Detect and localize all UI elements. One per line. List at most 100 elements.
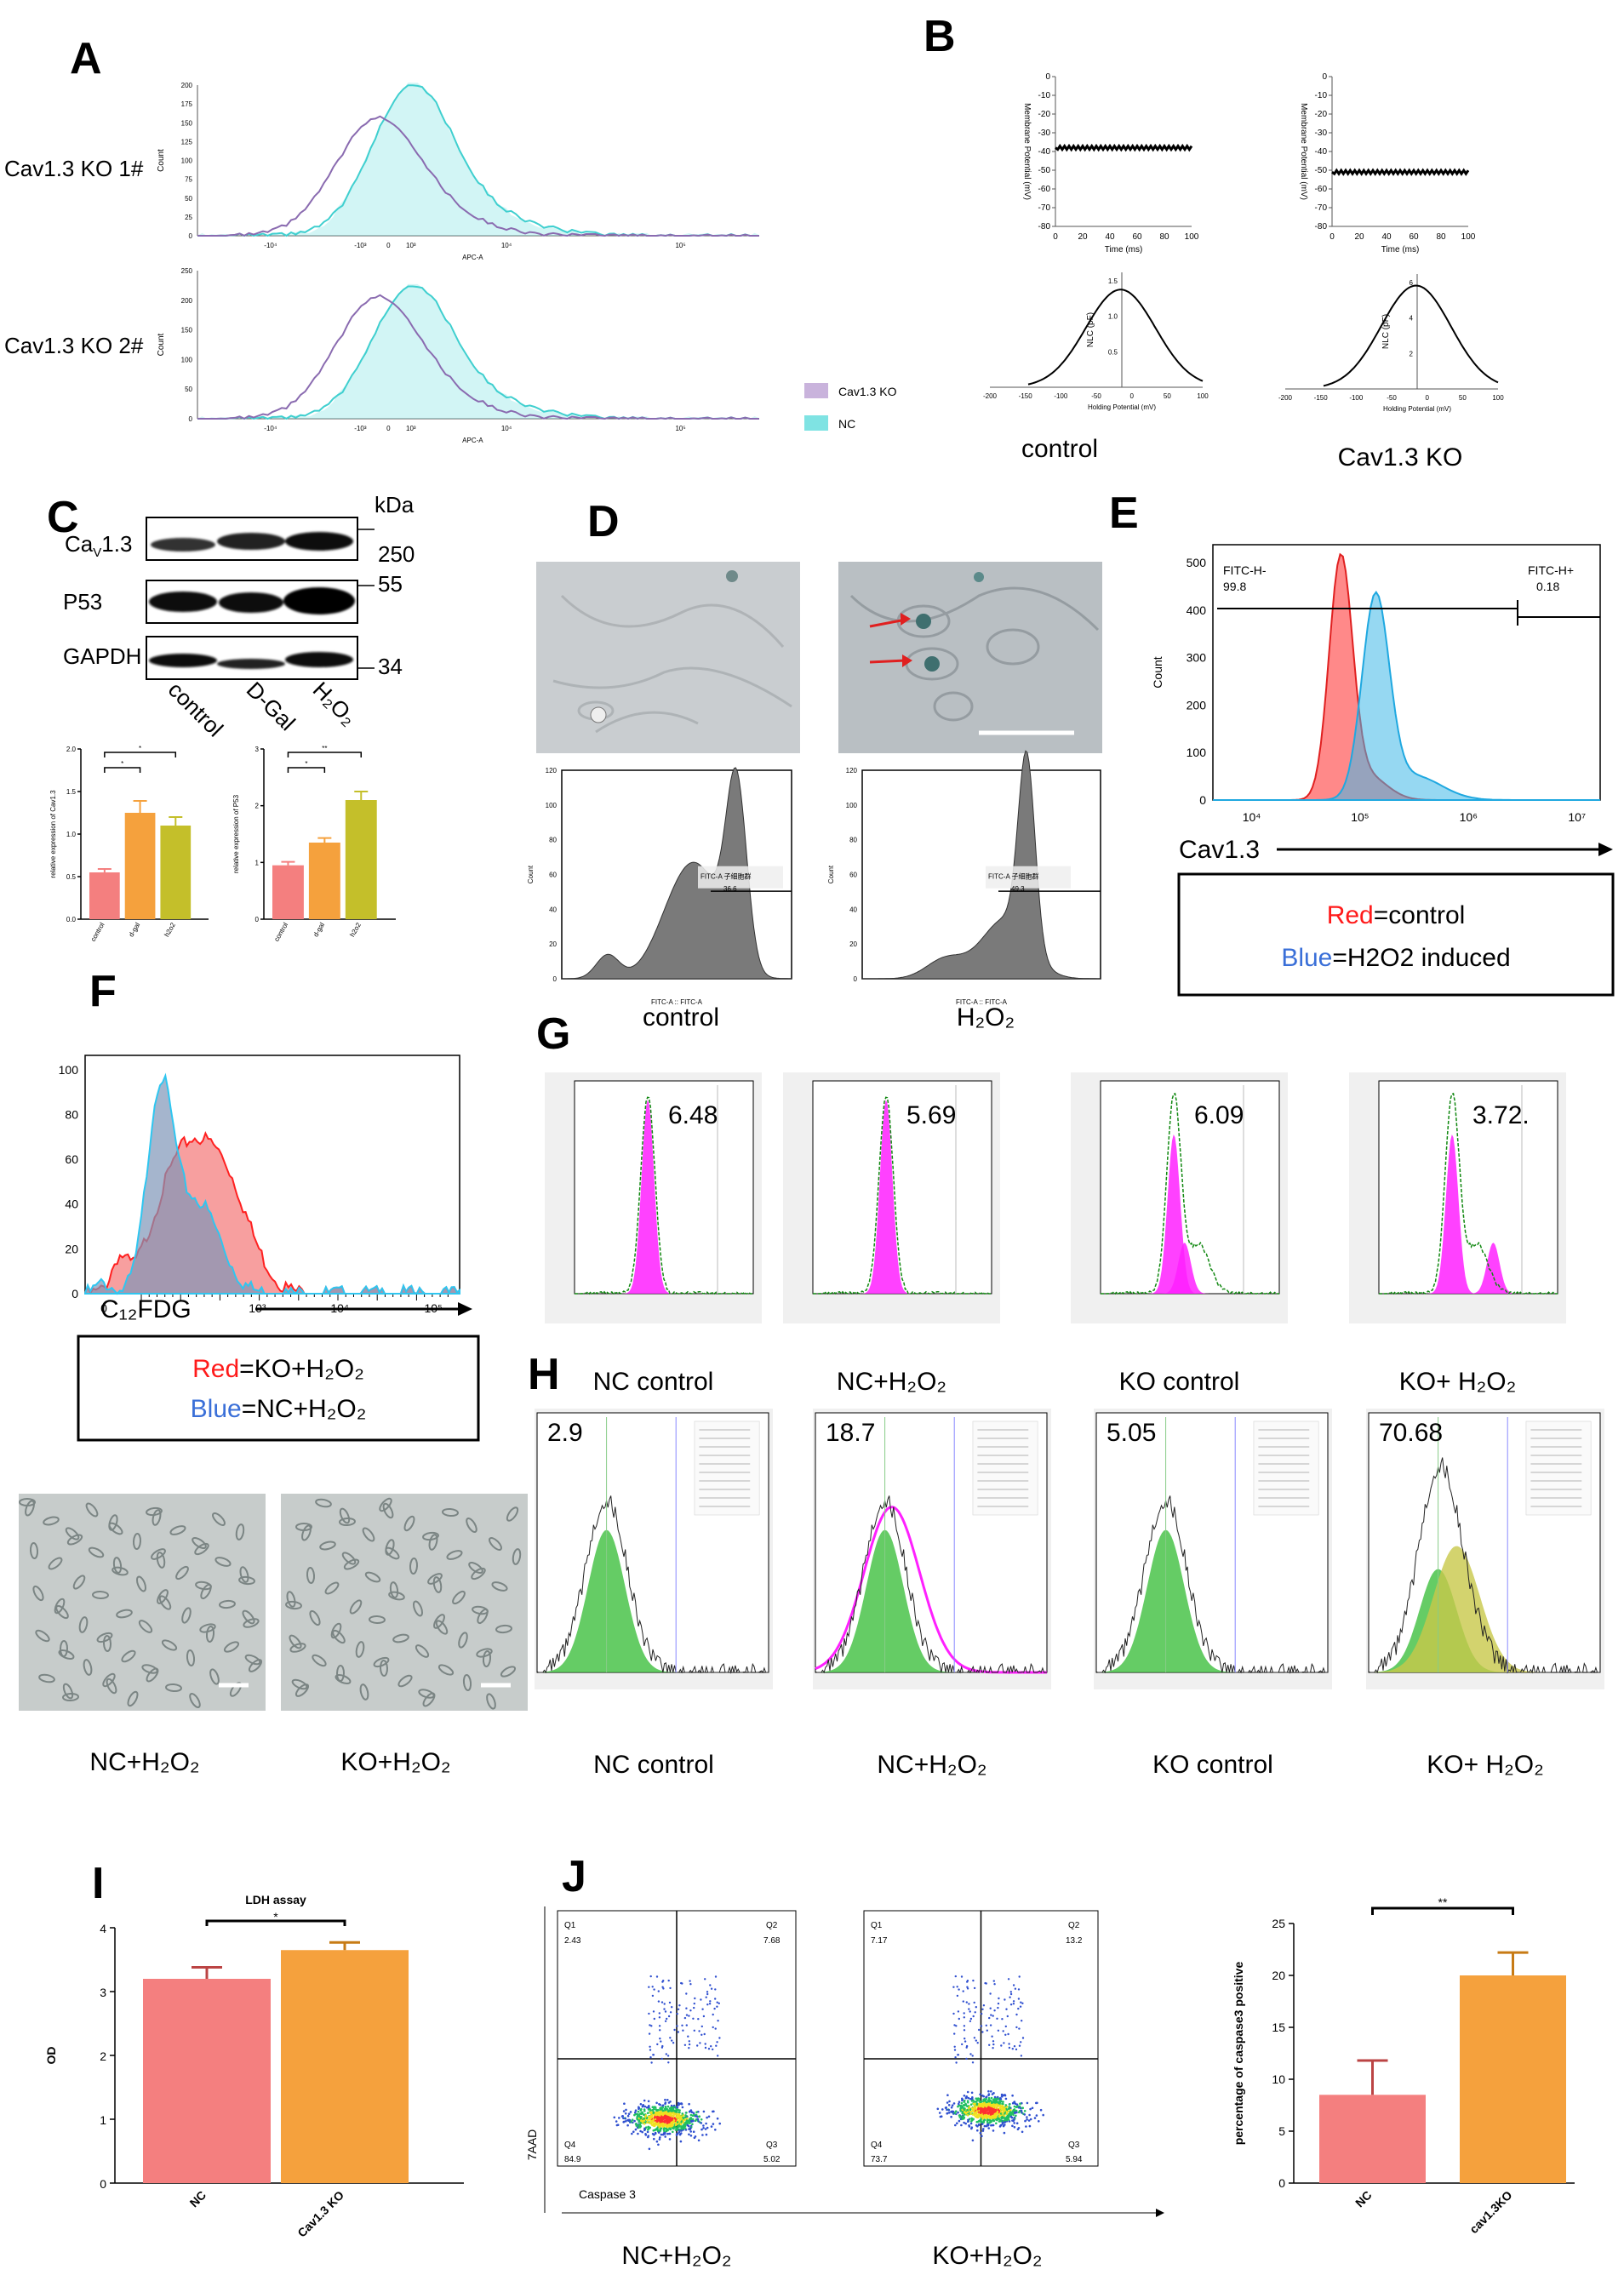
a-ytick: 175 [181, 100, 193, 108]
j-dot [970, 2091, 974, 2095]
j-dot-sparse [693, 2029, 695, 2032]
a-xtick: 10³ [406, 425, 416, 432]
j-dot-sparse [710, 1987, 713, 1990]
f-cell [309, 1609, 321, 1626]
j-dot [666, 2125, 669, 2129]
j-dot-sparse [953, 2032, 956, 2035]
band-cav-2 [217, 533, 285, 550]
j-dot-sparse [1017, 1988, 1021, 1991]
j-dot [1029, 2118, 1032, 2121]
j-dot [961, 2105, 964, 2108]
b-top-ytick: -60 [1038, 185, 1051, 194]
d-gate-label: FITC-A 子细胞群 [700, 872, 752, 880]
j-dot [644, 2133, 647, 2135]
f-xlabel: C₁₂FDG [100, 1295, 192, 1323]
j-dot [669, 2101, 672, 2103]
b-bot-xtick: -50 [1387, 394, 1397, 402]
j-dot [987, 2127, 990, 2129]
f-cell [382, 1502, 394, 1519]
j-dot [640, 2107, 643, 2111]
f-cell [121, 1649, 136, 1663]
f-cell [58, 1649, 75, 1661]
b-bot-ytick: 2 [1410, 350, 1414, 357]
e-xtick: 10⁵ [1351, 810, 1369, 824]
f-cell [209, 1668, 220, 1685]
f-cell [132, 1533, 142, 1550]
j-bar-xtick: NC [1352, 2188, 1375, 2210]
j-dot [981, 2135, 983, 2138]
j-dot [1023, 2110, 1026, 2112]
h-value: 5.05 [1106, 1419, 1156, 1447]
b-bot-ytick: 1.5 [1108, 277, 1118, 285]
j-dot [979, 2101, 981, 2103]
f-cell [205, 1626, 215, 1643]
b-top-ytick: -10 [1315, 91, 1328, 100]
h-raw-trace [1095, 1495, 1328, 1674]
j-dot [629, 2111, 632, 2113]
j-dot [958, 2101, 961, 2103]
d-ytick: 40 [849, 906, 857, 913]
j-dot [691, 2118, 695, 2121]
j-q3v: 5.02 [763, 2155, 781, 2164]
j-dot-sparse [669, 2011, 672, 2014]
j-q4: Q4 [564, 2141, 576, 2150]
j-dot [938, 2112, 941, 2114]
j-dot [690, 2111, 694, 2113]
e-blue-hist [1213, 591, 1600, 801]
j-dot-sparse [1021, 2037, 1025, 2039]
j-dot-sparse [659, 2038, 661, 2040]
j-dot-sparse [709, 1984, 712, 1986]
j-dot [984, 2106, 986, 2110]
j-dot [970, 2126, 974, 2129]
j-dot-sparse [700, 1998, 702, 2001]
f-cell [435, 1620, 449, 1635]
b-bot-xtick: 0 [1425, 394, 1429, 402]
j-dot-sparse [648, 2032, 651, 2035]
j-dot [639, 2103, 643, 2106]
j-dot-sparse [993, 2009, 996, 2012]
j-dot-sparse [997, 2029, 1000, 2032]
blot-row-gapdh: GAPDH [63, 643, 141, 669]
f-cell [437, 1664, 455, 1676]
f-cell [32, 1585, 44, 1602]
panel-f-micrographs [19, 1494, 528, 1711]
j-dot-sparse [1007, 1978, 1010, 1981]
j-dot [670, 2125, 673, 2128]
j-dot [666, 2099, 669, 2101]
j-dot [1001, 2116, 1004, 2119]
j-dot-sparse [980, 2025, 983, 2027]
j-dot-sparse [652, 2010, 655, 2013]
j-dot-sparse [1005, 2008, 1008, 2010]
j-dot [1000, 2100, 1003, 2103]
h-stats-box [972, 1420, 1038, 1516]
j-dot-sparse [996, 2017, 998, 2020]
a-nc-fill [197, 83, 759, 236]
b-top-xtick: 20 [1354, 232, 1364, 242]
j-dot [656, 2117, 659, 2120]
i-xtick: Cav1.3 KO [294, 2188, 346, 2240]
j-dot-sparse [971, 2061, 975, 2064]
j-dot [1033, 2117, 1037, 2119]
a-ytick: 50 [185, 195, 192, 203]
j-dot [689, 2130, 692, 2133]
j-dot [712, 2110, 714, 2113]
j-dot [692, 2112, 695, 2114]
j-dot [625, 2120, 627, 2123]
j-dot [700, 2128, 703, 2131]
b-top-xtick: 0 [1330, 232, 1335, 242]
f-cell [332, 1629, 346, 1644]
j-bar-ytick: 5 [1278, 2124, 1285, 2138]
j-dot-sparse [706, 2003, 709, 2006]
j-dot-sparse [649, 2049, 652, 2051]
j-dot-sparse [694, 1997, 696, 2000]
f-cell [151, 1548, 166, 1560]
j-dot [655, 2109, 658, 2112]
j-dot [1011, 2094, 1014, 2097]
panel-label-h: H [528, 1350, 560, 1399]
f-cell [324, 1581, 340, 1595]
f-cell [462, 1674, 472, 1691]
j-dot-sparse [649, 2056, 652, 2059]
h-green-fill [815, 1529, 1047, 1672]
j-dot-sparse [693, 2006, 695, 2009]
j-x-arrowhead [1156, 2209, 1164, 2217]
